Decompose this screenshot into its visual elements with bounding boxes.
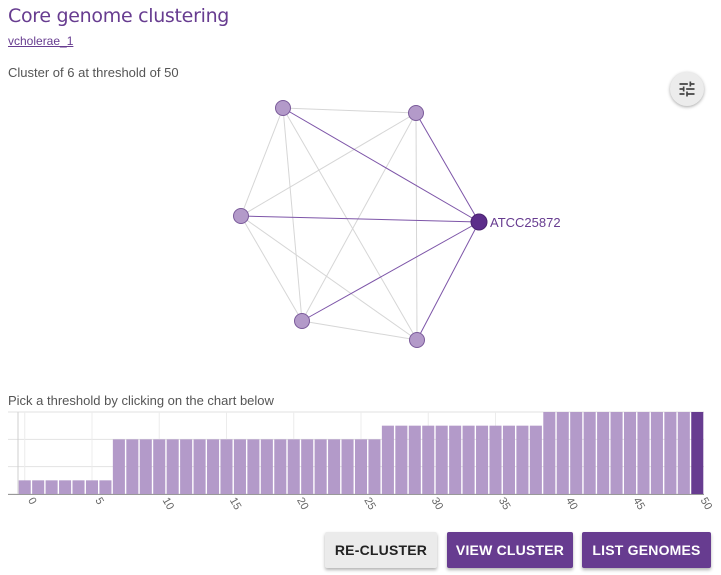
- genome-node[interactable]: [408, 105, 424, 121]
- x-tick-label: 15: [227, 496, 244, 513]
- threshold-bar[interactable]: [489, 425, 502, 494]
- threshold-bar[interactable]: [139, 439, 152, 494]
- threshold-bar[interactable]: [529, 425, 542, 494]
- genome-node[interactable]: [275, 100, 291, 116]
- threshold-bar[interactable]: [59, 480, 72, 494]
- genome-node[interactable]: [233, 208, 249, 224]
- network-edge-active: [301, 221, 480, 322]
- collection-link[interactable]: vcholerae_1: [8, 34, 74, 48]
- tune-sliders-icon: [679, 81, 695, 97]
- threshold-bar[interactable]: [516, 425, 529, 494]
- network-edge: [240, 112, 417, 217]
- threshold-bar[interactable]: [610, 412, 623, 494]
- threshold-bar[interactable]: [153, 439, 166, 494]
- threshold-bar[interactable]: [314, 439, 327, 494]
- x-tick-label: 30: [429, 496, 446, 513]
- threshold-bar[interactable]: [126, 439, 139, 494]
- threshold-bar[interactable]: [435, 425, 448, 494]
- network-edge-active: [415, 112, 480, 223]
- threshold-bar[interactable]: [112, 439, 125, 494]
- threshold-bar[interactable]: [207, 439, 220, 494]
- network-edge: [282, 107, 418, 341]
- chart-bars: [18, 412, 704, 494]
- threshold-bar[interactable]: [449, 425, 462, 494]
- recluster-button[interactable]: RE-CLUSTER: [325, 532, 437, 568]
- x-tick-label: 25: [361, 496, 378, 513]
- chart-instruction: Pick a threshold by clicking on the char…: [8, 393, 274, 408]
- threshold-bar[interactable]: [462, 425, 475, 494]
- threshold-bar[interactable]: [637, 412, 650, 494]
- threshold-bar-selected[interactable]: [691, 412, 704, 494]
- x-tick-label: 50: [698, 496, 715, 513]
- view-cluster-button[interactable]: VIEW CLUSTER: [447, 532, 573, 568]
- network-edge: [240, 215, 303, 322]
- threshold-bar[interactable]: [72, 480, 85, 494]
- threshold-bar[interactable]: [395, 425, 408, 494]
- x-tick-label: 10: [160, 496, 177, 513]
- x-tick-label: 20: [294, 496, 311, 513]
- network-edge: [301, 320, 418, 341]
- threshold-bar[interactable]: [381, 425, 394, 494]
- network-nodes: [233, 100, 488, 348]
- threshold-bar[interactable]: [18, 480, 31, 494]
- selected-genome-label: ATCC25872: [490, 215, 561, 230]
- threshold-bar[interactable]: [502, 425, 515, 494]
- threshold-bar[interactable]: [328, 439, 341, 494]
- selected-genome-node[interactable]: [470, 213, 488, 231]
- x-tick-label: 40: [563, 496, 580, 513]
- threshold-bar[interactable]: [166, 439, 179, 494]
- threshold-bar[interactable]: [341, 439, 354, 494]
- threshold-bar[interactable]: [247, 439, 260, 494]
- network-edge: [240, 215, 418, 341]
- cluster-network: ATCC25872: [233, 100, 561, 348]
- network-edge-active: [240, 215, 480, 223]
- threshold-bar[interactable]: [99, 480, 112, 494]
- threshold-bar[interactable]: [45, 480, 58, 494]
- list-genomes-button[interactable]: LIST GENOMES: [582, 532, 711, 568]
- threshold-bar[interactable]: [583, 412, 596, 494]
- x-tick-label: 35: [496, 496, 513, 513]
- threshold-bar[interactable]: [543, 412, 556, 494]
- page-title: Core genome clustering: [8, 5, 230, 27]
- genome-node[interactable]: [409, 332, 425, 348]
- threshold-bar[interactable]: [556, 412, 569, 494]
- network-edge: [301, 112, 417, 322]
- network-edge-active: [416, 221, 480, 341]
- settings-button[interactable]: [670, 72, 704, 106]
- cluster-summary: Cluster of 6 at threshold of 50: [8, 65, 179, 80]
- x-tick-label: 5: [92, 496, 105, 507]
- threshold-bar[interactable]: [301, 439, 314, 494]
- threshold-bar[interactable]: [180, 439, 193, 494]
- threshold-bar[interactable]: [476, 425, 489, 494]
- network-edges: [240, 107, 480, 341]
- chart-ticks: 0 5 10 15 20 25 30 35 40 45 50: [25, 496, 714, 513]
- threshold-bar[interactable]: [664, 412, 677, 494]
- threshold-bar[interactable]: [650, 412, 663, 494]
- threshold-bar[interactable]: [233, 439, 246, 494]
- network-edge: [415, 112, 418, 341]
- threshold-bar[interactable]: [597, 412, 610, 494]
- threshold-bar[interactable]: [408, 425, 421, 494]
- threshold-bar[interactable]: [260, 439, 273, 494]
- x-tick-label: 0: [25, 496, 38, 507]
- network-edge-active: [282, 107, 480, 223]
- network-edge: [240, 107, 284, 217]
- threshold-bar[interactable]: [32, 480, 45, 494]
- threshold-bar[interactable]: [570, 412, 583, 494]
- threshold-bar[interactable]: [220, 439, 233, 494]
- network-edge: [282, 107, 303, 322]
- threshold-chart[interactable]: 0 5 10 15 20 25 30 35 40 45 50: [0, 408, 721, 518]
- threshold-bar[interactable]: [677, 412, 690, 494]
- threshold-bar[interactable]: [85, 480, 99, 494]
- threshold-bar[interactable]: [354, 439, 368, 494]
- threshold-bar[interactable]: [623, 412, 637, 494]
- threshold-bar[interactable]: [193, 439, 206, 494]
- threshold-bar[interactable]: [368, 439, 381, 494]
- threshold-bar[interactable]: [287, 439, 300, 494]
- genome-node[interactable]: [294, 313, 310, 329]
- threshold-bar[interactable]: [274, 439, 287, 494]
- threshold-bar[interactable]: [422, 425, 435, 494]
- network-edge: [282, 107, 417, 114]
- x-tick-label: 45: [630, 496, 647, 513]
